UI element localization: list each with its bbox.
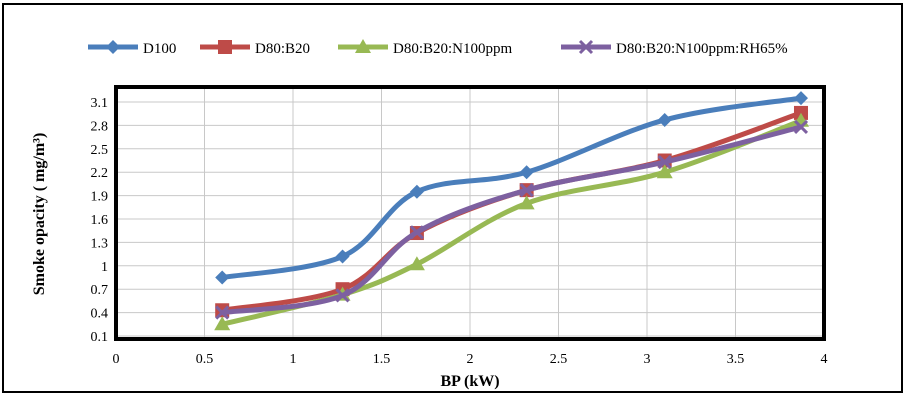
y-tick-label: 0.4 <box>91 307 109 322</box>
x-tick-label: 0.5 <box>196 352 214 367</box>
y-tick-label: 1 <box>101 260 108 275</box>
legend-swatch-marker <box>218 40 232 54</box>
y-tick-label: 2.5 <box>91 143 109 158</box>
legend-swatch-marker <box>355 39 371 53</box>
data-point-d80-b20-n100ppm-rh65 <box>657 154 672 170</box>
data-point-d100 <box>335 249 350 264</box>
legend: D100 D80:B20 D80:B20:N100ppm D80:B20:N100pp… <box>88 39 788 57</box>
data-point-d80-b20-n100ppm-rh65 <box>793 119 809 135</box>
series-group <box>214 91 809 331</box>
data-point-d80-b20-n100ppm <box>214 316 231 331</box>
data-point-d100 <box>657 112 672 127</box>
legend-entry-d80-b20: D80:B20 <box>200 40 310 57</box>
x-tick-label: 1 <box>290 352 297 367</box>
y-axis-ticks: 0.1 0.4 0.7 1 1.3 1.6 1.9 2.2 2.5 2.8 3.1 <box>91 96 109 345</box>
legend-swatch-marker <box>578 39 594 55</box>
y-axis-title: Smoke opacity ( mg/m³) <box>31 133 48 296</box>
data-point-d80-b20-n100ppm-rh65 <box>409 225 424 240</box>
data-point-d100 <box>215 270 230 285</box>
legend-label: D80:B20 <box>255 41 310 57</box>
series-line-d80-b20-n100ppm-rh65 <box>219 124 804 316</box>
x-tick-label: 2 <box>467 352 474 367</box>
data-point-d100 <box>409 184 424 199</box>
data-point-d80-b20-n100ppm-rh65 <box>335 288 350 303</box>
y-tick-label: 1.9 <box>91 190 109 205</box>
data-point-d100 <box>519 165 534 180</box>
legend-label: D80:B20:N100ppm <box>393 41 513 57</box>
data-point-d80-b20-n100ppm-rh65 <box>215 305 230 320</box>
y-tick-label: 1.6 <box>91 213 109 228</box>
x-tick-label: 1.5 <box>373 352 391 367</box>
data-point-d100 <box>793 91 808 106</box>
data-point-d80-b20-n100ppm-rh65 <box>519 183 534 198</box>
legend-swatch-marker <box>106 40 120 54</box>
series-d80-b20-n100ppm-rh65 <box>215 119 809 320</box>
x-tick-label: 4 <box>821 352 828 367</box>
y-tick-label: 0.1 <box>91 330 109 345</box>
series-d100 <box>215 91 808 285</box>
plot-area-border <box>114 85 826 341</box>
x-tick-label: 3.5 <box>727 352 745 367</box>
legend-label: D100 <box>143 41 176 57</box>
x-axis-title: BP (kW) <box>440 373 499 390</box>
series-line-d100 <box>219 95 804 280</box>
x-tick-label: 3 <box>644 352 651 367</box>
outer-frame <box>2 3 903 393</box>
legend-entry-d100: D100 <box>88 40 176 57</box>
x-tick-label: 2.5 <box>550 352 568 367</box>
y-tick-label: 2.8 <box>91 119 109 134</box>
y-tick-label: 0.7 <box>91 283 109 298</box>
data-point-d80-b20-n100ppm <box>518 195 535 210</box>
x-axis-ticks: 0 0.5 1 1.5 2 2.5 3 3.5 4 <box>113 352 828 367</box>
y-tick-label: 2.2 <box>91 166 109 181</box>
y-tick-label: 1.3 <box>91 236 109 251</box>
data-point-d80-b20-n100ppm <box>408 256 425 271</box>
legend-entry-d80-b20-n100ppm: D80:B20:N100ppm <box>338 39 513 57</box>
x-tick-label: 0 <box>113 352 120 367</box>
data-point-d80-b20-n100ppm <box>656 164 673 179</box>
y-tick-label: 3.1 <box>91 96 109 111</box>
legend-entry-d80-b20-n100ppm-rh65: D80:B20:N100ppm:RH65% <box>561 39 788 57</box>
legend-label: D80:B20:N100ppm:RH65% <box>616 41 788 57</box>
